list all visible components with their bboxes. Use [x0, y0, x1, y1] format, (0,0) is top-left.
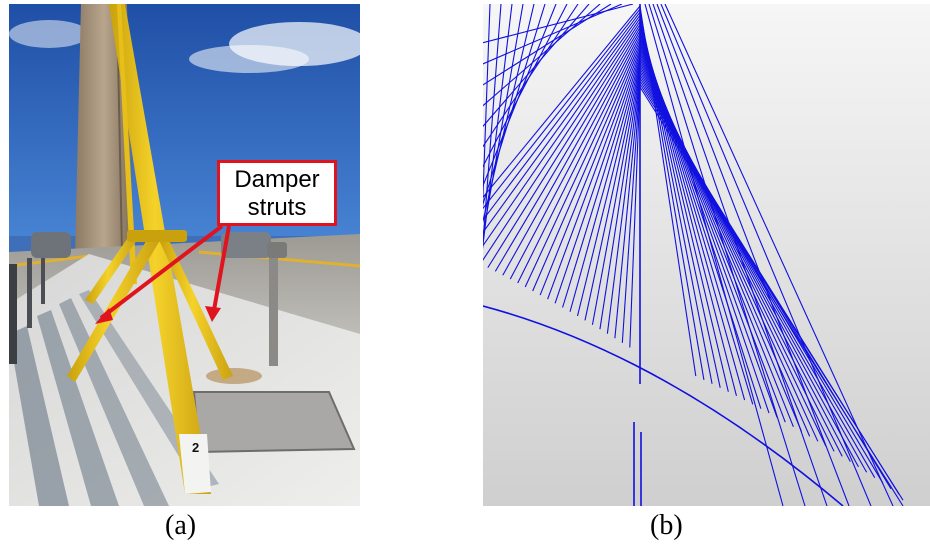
cable-group: [483, 4, 904, 506]
caption-a: (a): [165, 510, 197, 541]
stay-cable: [483, 4, 535, 224]
model-background: [483, 4, 930, 506]
stay-cable: [483, 14, 641, 234]
stay-cable: [606, 74, 641, 334]
cable-stay-model: [483, 4, 930, 506]
stay-cable: [591, 67, 641, 325]
stay-cable: [483, 5, 641, 199]
stay-cable: [483, 8, 641, 210]
stay-cable: [547, 49, 641, 300]
stay-cable: [621, 80, 641, 343]
stay-cable: [483, 4, 612, 86]
stay-cable: [569, 58, 641, 312]
callout-line-1: Damper: [234, 166, 320, 193]
stay-cable: [554, 52, 641, 304]
stay-cable: [483, 4, 557, 188]
stay-cable: [660, 4, 872, 506]
stay-cable: [576, 61, 641, 317]
stay-cable: [509, 33, 641, 280]
photo-illustration: 2: [9, 4, 360, 506]
stay-cable: [532, 42, 641, 292]
stay-cable: [639, 86, 904, 506]
damper-struts-callout: Damper struts: [217, 160, 337, 226]
stay-cable: [562, 55, 641, 308]
stay-cable: [483, 4, 546, 206]
stay-cable: [524, 39, 641, 288]
stay-cable: [483, 4, 502, 250]
stay-cable: [599, 71, 641, 330]
stay-cable: [494, 27, 641, 272]
callout-line-2: struts: [247, 194, 307, 221]
stay-cable: [483, 4, 568, 168]
stay-cable: [517, 36, 641, 284]
stay-cable: [584, 64, 641, 321]
stay-cable: [639, 74, 884, 484]
stay-cable: [648, 4, 806, 506]
stay-cable: [664, 4, 894, 506]
stay-cable: [483, 18, 641, 247]
stay-cable: [644, 4, 784, 506]
stay-cable: [483, 11, 641, 221]
stay-cable: [629, 83, 641, 348]
stay-cable-drawing: [483, 4, 930, 506]
stay-cable: [652, 4, 828, 506]
stay-cable: [614, 77, 641, 339]
stay-cable: [487, 24, 641, 268]
stay-cable: [656, 4, 850, 506]
stay-cable: [483, 4, 623, 65]
caption-b: (b): [650, 510, 683, 541]
stay-cable: [483, 4, 491, 210]
stay-cable: [483, 21, 641, 261]
stay-cable: [502, 30, 641, 276]
deck-curve: [483, 305, 844, 506]
stay-cable: [539, 46, 641, 296]
post-number: 2: [192, 440, 199, 455]
bridge-deck-photo: 2 Damper struts: [9, 4, 360, 506]
